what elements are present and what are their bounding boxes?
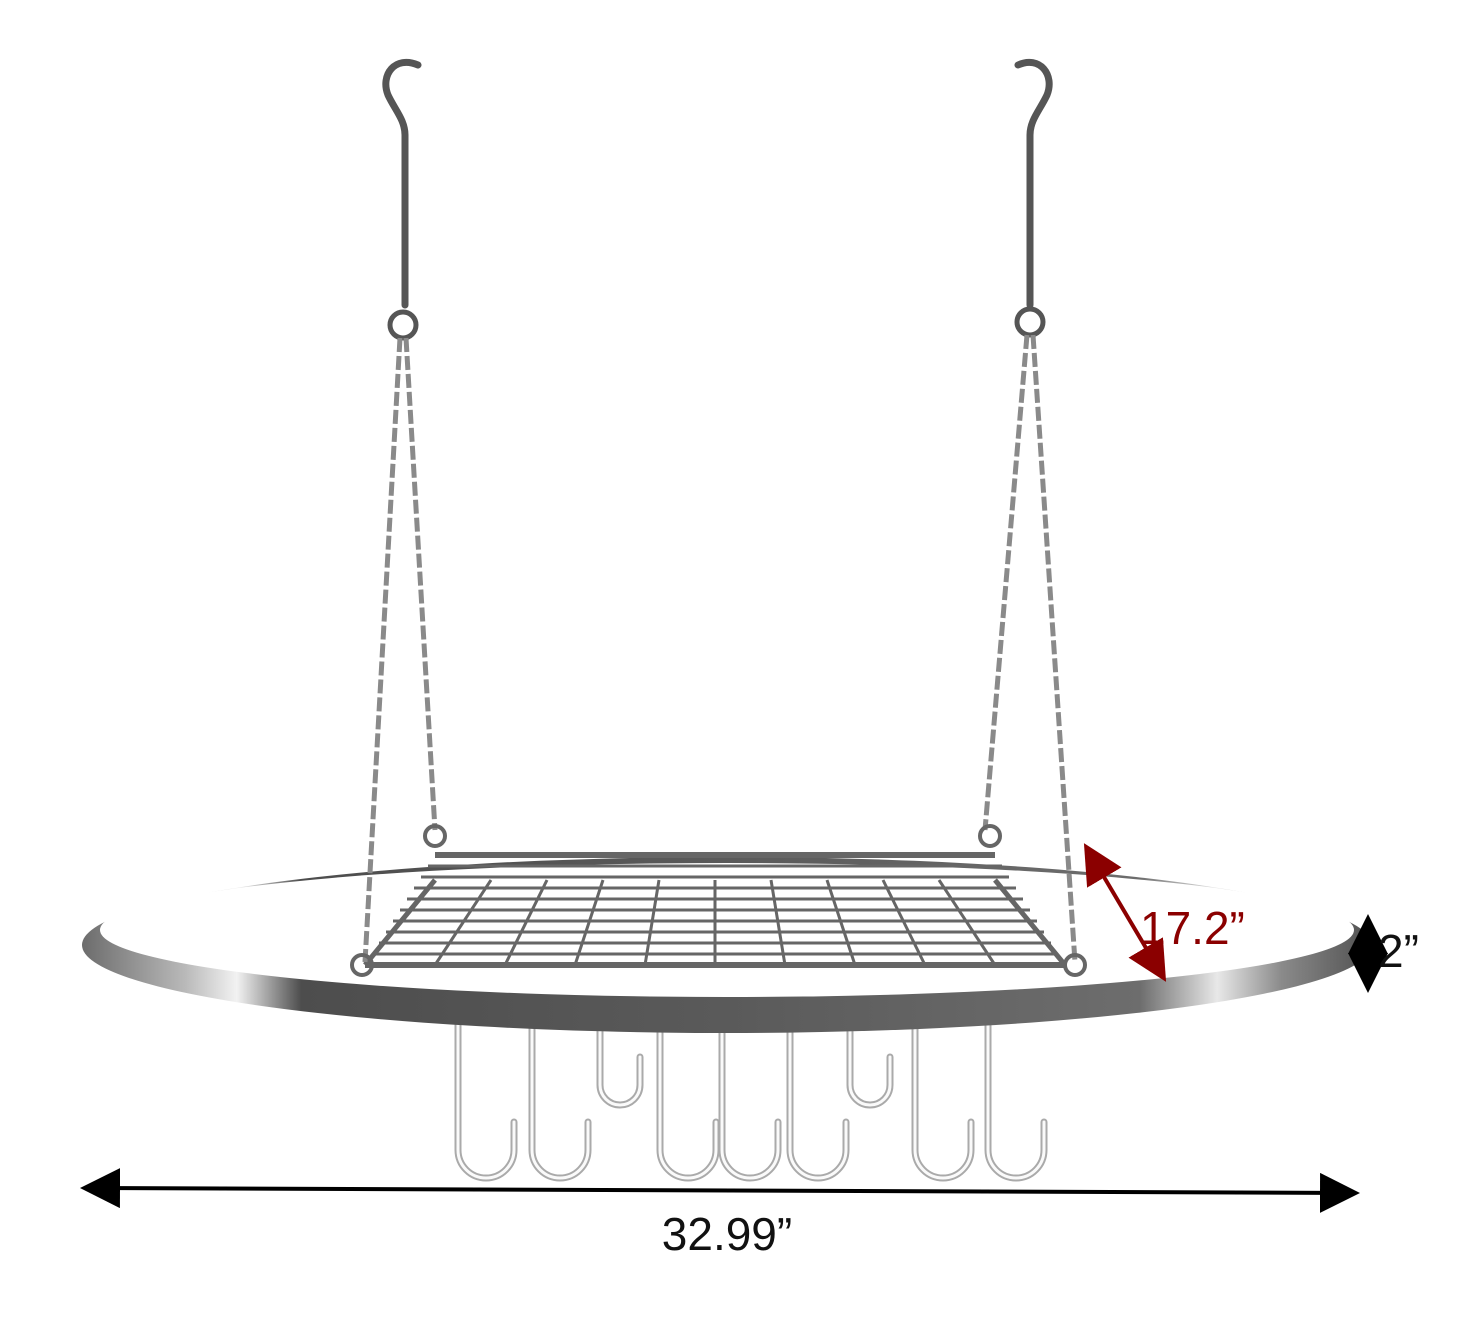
chain-ring bbox=[423, 824, 447, 848]
width-arrow bbox=[80, 1168, 1360, 1213]
grid-wire bbox=[363, 878, 437, 967]
grid-wire bbox=[433, 879, 493, 966]
wire-grid bbox=[363, 852, 1067, 968]
chain bbox=[362, 337, 403, 963]
grid-wire bbox=[769, 879, 787, 966]
chain-ring bbox=[978, 824, 1002, 848]
width-label: 32.99” bbox=[662, 1208, 792, 1260]
grid-wire bbox=[825, 879, 857, 966]
chain-rings bbox=[350, 824, 1087, 977]
right-ceiling-hook bbox=[1014, 58, 1053, 309]
grid-wire bbox=[573, 879, 605, 966]
grid-wire bbox=[881, 879, 927, 966]
chain bbox=[403, 337, 438, 831]
chains bbox=[362, 334, 1078, 963]
depth-label: 17.2” bbox=[1140, 902, 1245, 954]
grid-wire bbox=[643, 879, 661, 966]
grid-wire bbox=[937, 879, 997, 966]
chain bbox=[1030, 334, 1078, 963]
left-ring bbox=[387, 309, 419, 341]
right-ring bbox=[1014, 306, 1046, 338]
ceiling-hooks bbox=[382, 58, 1053, 341]
grid-wire bbox=[503, 879, 549, 966]
depth-arrow bbox=[1083, 843, 1167, 982]
height-label: 2” bbox=[1378, 925, 1419, 977]
grid-wire bbox=[993, 878, 1067, 967]
chain bbox=[982, 334, 1030, 831]
chain-ring bbox=[350, 953, 374, 977]
left-ceiling-hook bbox=[382, 58, 422, 309]
